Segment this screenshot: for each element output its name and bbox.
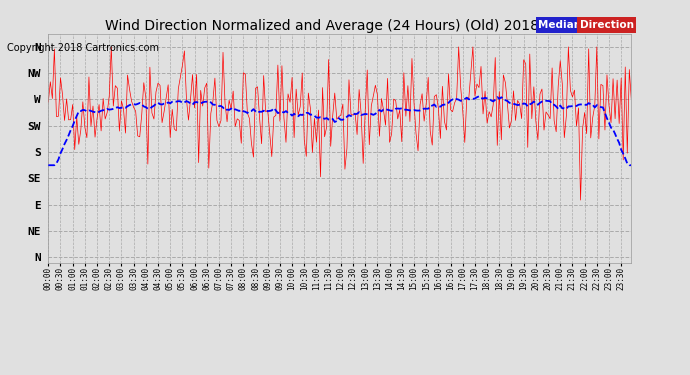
Title: Wind Direction Normalized and Average (24 Hours) (Old) 20180118: Wind Direction Normalized and Average (2…	[105, 19, 575, 33]
Text: Median: Median	[538, 20, 581, 30]
Text: Direction: Direction	[580, 20, 633, 30]
Text: Copyright 2018 Cartronics.com: Copyright 2018 Cartronics.com	[7, 43, 159, 52]
